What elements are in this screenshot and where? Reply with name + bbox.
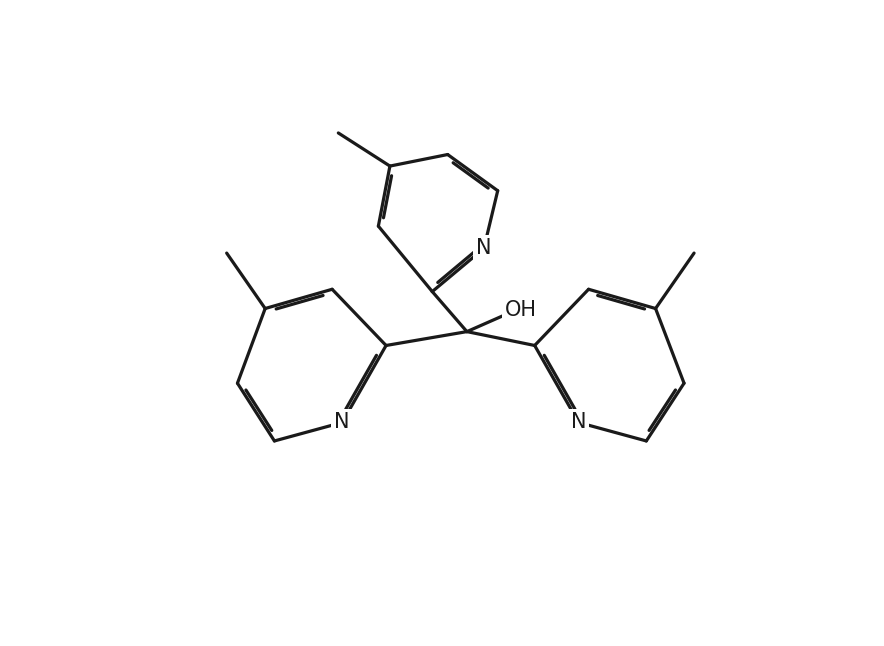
Text: OH: OH [505,300,537,320]
Text: N: N [571,413,586,432]
Text: N: N [476,238,492,258]
Text: N: N [334,413,350,432]
